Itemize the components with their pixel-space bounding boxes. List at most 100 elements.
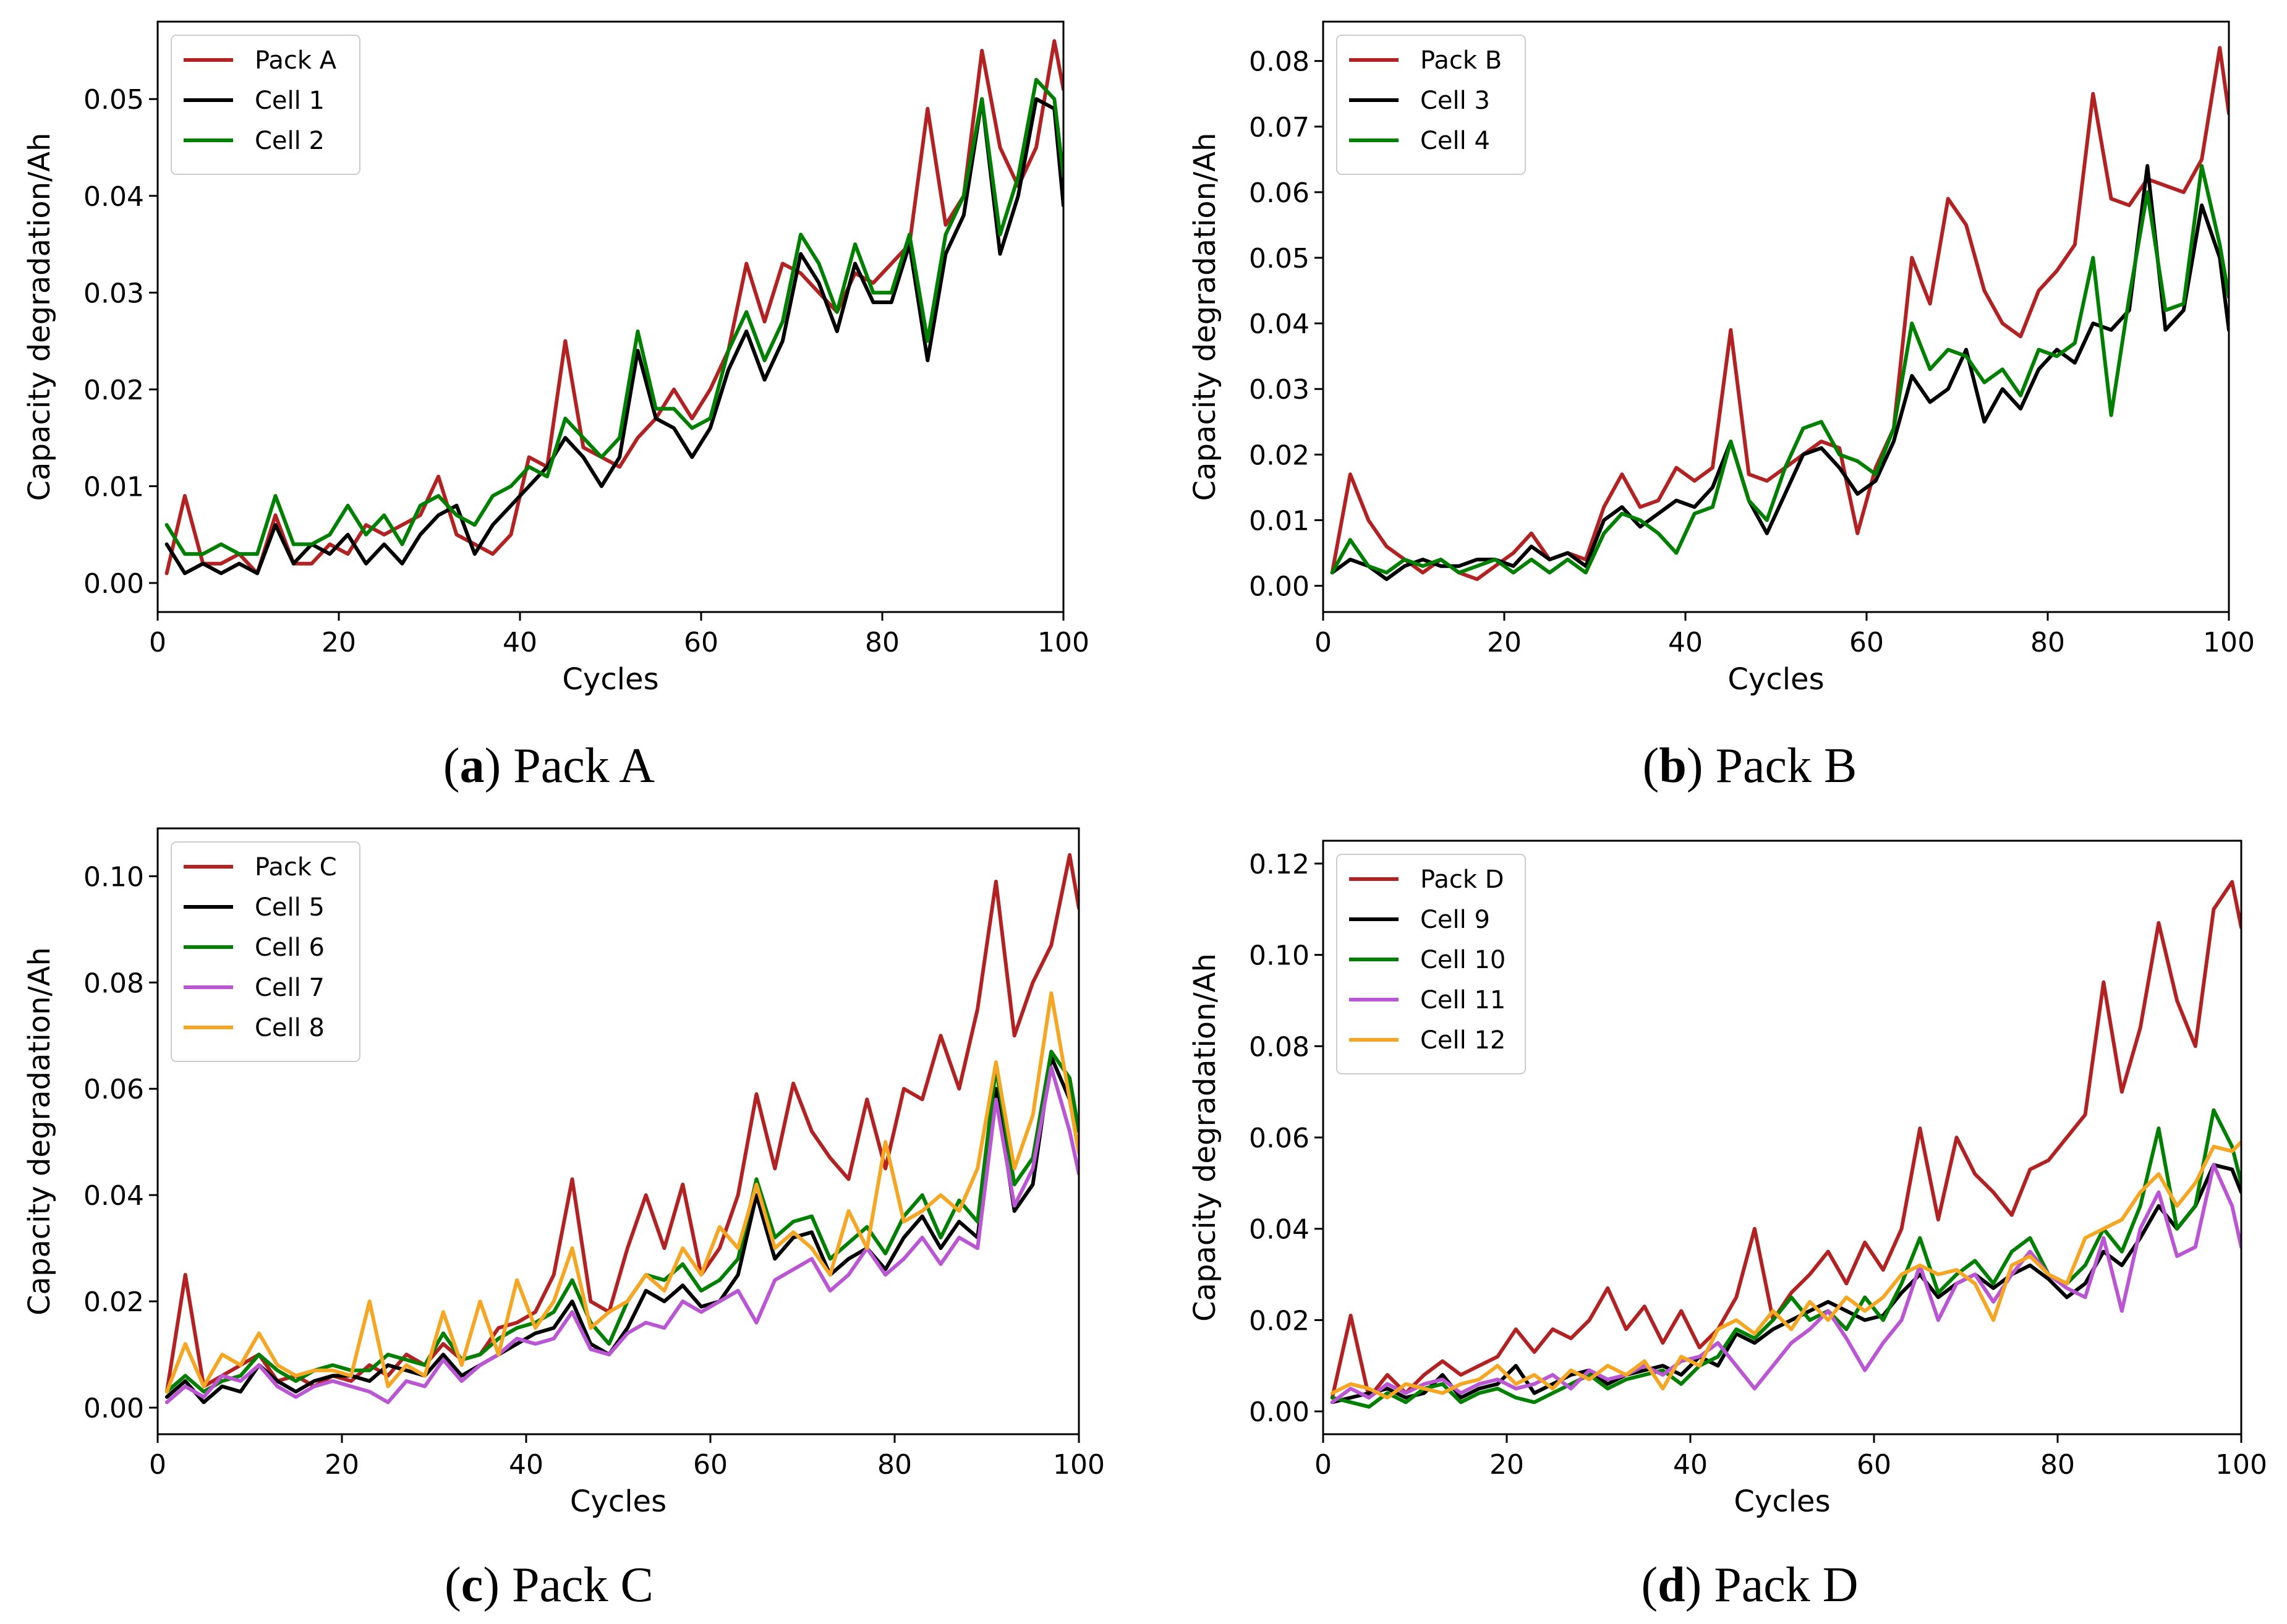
y-tick-label: 0.10 <box>83 861 144 893</box>
chart-panel-c: 0 20 40 60 80 100 0.00 0.02 0.04 0.06 0.08 0.10 Cycl… <box>22 827 1105 1612</box>
y-tick-label: 0.00 <box>83 568 144 600</box>
legend-label: Cell 1 <box>255 87 325 115</box>
panel-caption: (d) Pack D <box>1641 1558 1858 1612</box>
series-line-cell-1 <box>164 97 1063 576</box>
y-tick-label: 0.08 <box>1249 1031 1310 1063</box>
legend: Pack A Cell 1 Cell 2 <box>171 35 360 175</box>
x-tick-label: 100 <box>1053 1449 1105 1481</box>
y-tick-label: 0.05 <box>83 84 144 116</box>
x-axis-title: Cycles <box>570 1484 667 1519</box>
series-line-cell-9 <box>1330 1163 2241 1405</box>
x-axis-title: Cycles <box>1734 1484 1830 1519</box>
caption-paren: ( <box>1641 1558 1658 1612</box>
series-line-cell-8 <box>164 991 1079 1394</box>
caption-text: Pack C <box>512 1558 654 1612</box>
y-tick-label: 0.02 <box>83 375 144 406</box>
y-tick-label: 0.03 <box>83 278 144 309</box>
series-line-cell-2 <box>164 77 1063 556</box>
panel-caption: (b) Pack B <box>1643 739 1857 793</box>
legend-label: Cell 6 <box>255 933 325 962</box>
series-line-cell-5 <box>164 1055 1079 1405</box>
x-tick-label: 20 <box>325 1449 359 1481</box>
legend-label: Pack B <box>1420 46 1502 75</box>
y-axis-title: Capacity degradation/Ah <box>1188 953 1222 1322</box>
legend: Pack C Cell 5 Cell 6 Cell 7 Cell 8 <box>171 841 360 1062</box>
series-group <box>1330 880 2241 1409</box>
y-tick-label: 0.08 <box>83 967 144 999</box>
y-axis-title: Capacity degradation/Ah <box>22 133 57 501</box>
x-tick-label: 80 <box>877 1449 912 1481</box>
caption-paren: ) <box>483 1558 512 1612</box>
x-tick-label: 100 <box>1037 627 1089 658</box>
caption-letter: c <box>461 1558 483 1612</box>
caption-paren: ) <box>1687 739 1716 793</box>
legend: Pack B Cell 3 Cell 4 <box>1336 35 1526 175</box>
y-tick-label: 0.04 <box>1249 1214 1310 1246</box>
chart-panel-a: 0 20 40 60 80 100 0.00 0.01 0.02 0.03 0.04 0.05 Cycl… <box>22 20 1089 793</box>
caption-letter: d <box>1658 1558 1685 1612</box>
series-group <box>164 39 1063 576</box>
x-tick-label: 40 <box>1668 627 1703 658</box>
caption-paren: ) <box>1685 1558 1714 1612</box>
x-axis-title: Cycles <box>1727 662 1824 697</box>
x-tick-label: 60 <box>693 1449 728 1481</box>
chart-panel-d: 0 20 40 60 80 100 0.00 0.02 0.04 0.06 0.08 0.10 0.12… <box>1188 840 2267 1612</box>
y-tick-label: 0.06 <box>83 1074 144 1105</box>
legend-label: Cell 10 <box>1420 946 1506 974</box>
x-tick-label: 60 <box>684 627 718 658</box>
y-tick-label: 0.02 <box>83 1286 144 1318</box>
legend: Pack D Cell 9 Cell 10 Cell 11 Cell 12 <box>1336 854 1526 1074</box>
caption-text: Pack B <box>1715 739 1857 793</box>
caption-text: Pack A <box>513 739 655 793</box>
series-line-cell-12 <box>1330 1140 2241 1400</box>
x-tick-label: 60 <box>1849 627 1884 658</box>
series-line-cell-11 <box>1330 1163 2241 1405</box>
series-line-cell-7 <box>164 1065 1079 1405</box>
y-tick-label: 0.00 <box>1249 571 1310 603</box>
x-tick-label: 0 <box>149 1449 166 1481</box>
x-tick-label: 20 <box>322 627 356 658</box>
legend-label: Cell 5 <box>255 893 325 922</box>
legend-label: Cell 9 <box>1420 906 1490 934</box>
legend-label: Cell 2 <box>255 127 325 155</box>
y-tick-label: 0.07 <box>1249 112 1310 143</box>
y-tick-label: 0.10 <box>1249 940 1310 972</box>
y-tick-label: 0.02 <box>1249 1305 1310 1337</box>
y-axis-title: Capacity degradation/Ah <box>22 947 57 1316</box>
x-tick-label: 0 <box>149 627 166 658</box>
x-tick-label: 80 <box>865 627 900 658</box>
panel-caption: (c) Pack C <box>445 1558 654 1612</box>
chart-panel-b: 0 20 40 60 80 100 0.00 0.01 0.02 0.03 0.04 0.05 0.06… <box>1188 20 2255 793</box>
y-tick-label: 0.06 <box>1249 177 1310 209</box>
legend-label: Cell 8 <box>255 1014 325 1042</box>
legend-label: Pack D <box>1420 865 1504 894</box>
legend-label: Cell 12 <box>1420 1026 1506 1055</box>
series-group <box>1330 46 2229 581</box>
x-tick-label: 40 <box>509 1449 543 1481</box>
y-tick-label: 0.02 <box>1249 440 1310 471</box>
x-tick-label: 100 <box>2203 627 2255 658</box>
y-tick-label: 0.01 <box>1249 505 1310 537</box>
caption-letter: a <box>460 739 485 793</box>
legend-box <box>1336 854 1526 1074</box>
x-tick-label: 0 <box>1314 1449 1332 1481</box>
x-tick-label: 20 <box>1487 627 1522 658</box>
plot-frame <box>156 827 1080 1435</box>
y-tick-label: 0.00 <box>83 1393 144 1424</box>
x-axis-title: Cycles <box>562 662 658 697</box>
y-tick-label: 0.03 <box>1249 374 1310 406</box>
y-tick-label: 0.06 <box>1249 1123 1310 1154</box>
series-line-cell-4 <box>1330 164 2229 575</box>
x-tick-label: 60 <box>1857 1449 1891 1481</box>
series-line-cell-10 <box>1330 1108 2241 1409</box>
legend-label: Cell 7 <box>255 974 325 1002</box>
series-line-pack-a <box>164 39 1063 576</box>
caption-letter: b <box>1659 739 1687 793</box>
y-tick-label: 0.04 <box>83 1180 144 1212</box>
x-tick-label: 80 <box>2040 1449 2075 1481</box>
legend-label: Pack C <box>255 853 337 882</box>
legend-box <box>171 841 360 1062</box>
legend-label: Cell 4 <box>1420 127 1490 155</box>
caption-paren: ( <box>1643 739 1659 793</box>
